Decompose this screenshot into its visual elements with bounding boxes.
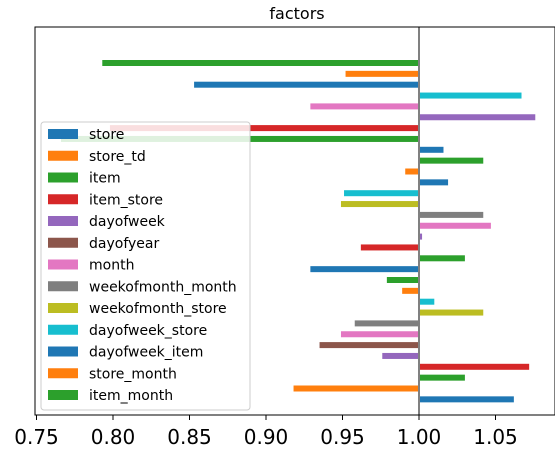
legend-label-dayofweek: dayofweek (89, 214, 166, 230)
x-tick-label: 0.75 (14, 425, 59, 449)
x-tick-label: 1.00 (397, 425, 442, 449)
legend-label-month: month (89, 258, 134, 274)
legend-swatch-dayofweek_store (48, 324, 78, 335)
legend-swatch-item (48, 172, 78, 183)
legend-swatch-month (48, 259, 78, 270)
legend-label-item_month: item_month (89, 388, 173, 404)
legend-label-dayofweek_store: dayofweek_store (89, 323, 207, 339)
bar-weekofmonth_store (419, 309, 484, 316)
axes-frame (34, 26, 555, 416)
legend-swatch-dayofweek (48, 216, 78, 226)
legend-label-store_month: store_month (89, 366, 177, 382)
bar-month (310, 103, 419, 110)
legend-swatch-item_month (48, 390, 78, 400)
legend-label-dayofyear: dayofyear (89, 236, 159, 252)
bar-dayofweek (382, 352, 419, 359)
legend-swatch-weekofmonth_month (48, 281, 78, 292)
bar-item_store (419, 363, 530, 370)
x-tick-label: 0.80 (91, 425, 136, 449)
bar-store_td (402, 287, 419, 294)
legend-swatch-store (48, 129, 78, 139)
bar-item_store (360, 244, 419, 251)
bar-dayofyear (319, 342, 419, 349)
bar-item (386, 277, 419, 283)
bar-store (419, 396, 514, 403)
bar-item (419, 157, 484, 164)
legend-label-store: store (89, 127, 124, 143)
bar-month (340, 331, 419, 338)
chart-title: factors (269, 4, 324, 23)
bar-store (419, 146, 444, 153)
bar-weekofmonth_store (340, 201, 419, 208)
bar-weekofmonth_month (419, 211, 484, 218)
bar-dayofweek_store (419, 92, 522, 99)
bar-item (102, 60, 419, 66)
bar-store_td (345, 70, 419, 77)
bar-month (419, 222, 491, 229)
legend-swatch-item_store (48, 194, 78, 205)
bar-store_td (293, 385, 419, 392)
legend-label-weekofmonth_store: weekofmonth_store (89, 301, 227, 317)
bar-item_store (109, 125, 419, 132)
x-tick-label: 0.85 (167, 425, 212, 449)
x-axis: 0.75 0.80 0.85 0.90 0.95 1.00 1.05 (14, 415, 518, 449)
bar-store (419, 179, 449, 186)
bar-dayofweek (419, 233, 423, 240)
x-tick-label: 0.90 (244, 425, 289, 449)
x-tick-label: 1.05 (473, 425, 518, 449)
legend-box (40, 121, 251, 411)
legend-swatch-weekofmonth_store (48, 303, 78, 313)
legend-label-dayofweek_item: dayofweek_item (89, 345, 203, 361)
legend-swatch-store_month (48, 368, 78, 379)
bar-store_td (405, 168, 419, 175)
bar-dayofweek_store (419, 298, 435, 305)
legend-swatch-store_td (48, 150, 78, 161)
bar-dayofweek (419, 114, 536, 121)
bar-store (310, 266, 419, 273)
bar-store (194, 81, 419, 88)
x-tick-label: 0.95 (320, 425, 365, 449)
legend-label-store_td: store_td (89, 149, 146, 165)
bar-dayofweek_store (344, 190, 419, 197)
bar-item (419, 255, 465, 262)
legend-label-item_store: item_store (89, 192, 163, 208)
bar-item (419, 374, 465, 381)
legend-label-item: item (89, 171, 121, 187)
legend-swatch-dayofyear (48, 237, 78, 248)
legend-label-weekofmonth_month: weekofmonth_month (89, 279, 237, 295)
bar-weekofmonth_month (354, 320, 419, 327)
legend-swatch-dayofweek_item (48, 346, 78, 357)
